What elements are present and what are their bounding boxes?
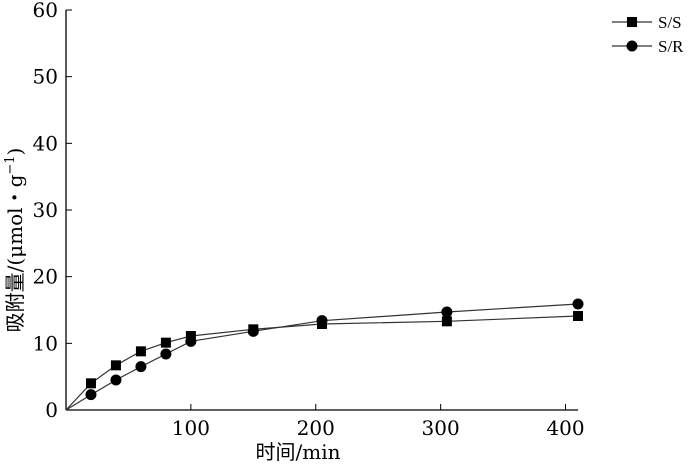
y-tick-label: 0 [45,398,58,422]
series-S/R [65,298,584,411]
data-point [160,348,172,360]
y-tick-label: 40 [33,131,58,155]
y-tick-label: 20 [33,265,58,289]
legend-label: S/S [658,13,682,32]
series-line [65,315,579,411]
y-tick-label: 50 [33,65,58,89]
data-point [135,346,146,357]
data-point [110,374,122,386]
y-axis-title: 吸附量/(μmol・g−1) [3,148,27,333]
ticks: 0 10 20 30 40 50 60 100 200 300 400 [33,0,585,440]
data-point [441,306,453,318]
series-line [65,303,579,411]
data-point [247,325,259,337]
y-axis-title-main: 吸附量/(μmol・g [3,174,27,332]
series-S/S [65,311,583,411]
data-point [185,335,197,347]
x-tick-label: 300 [422,416,460,440]
x-tick-label: 100 [172,416,210,440]
y-tick-label: 60 [33,0,58,22]
legend-marker [627,17,637,27]
legend-label: S/R [658,37,684,56]
data-point [441,316,452,327]
data-point [85,378,96,389]
data-point [316,315,328,327]
legend-item: S/R [612,37,684,56]
series-layer [65,298,584,411]
y-axis-title-superscript: −1 [3,155,18,174]
data-point [572,298,584,310]
data-point [110,360,121,371]
data-point [573,311,583,321]
y-tick-label: 30 [33,198,58,222]
data-point [85,389,97,401]
legend: S/S S/R [612,13,684,56]
y-tick-label: 10 [33,331,58,355]
x-tick-label: 200 [297,416,335,440]
data-point [135,361,147,373]
y-axis-title-end: ) [3,148,27,156]
x-axis-title: 时间/min [256,440,341,464]
x-tick-label: 400 [546,416,584,440]
legend-marker [626,40,638,52]
data-point [160,337,171,348]
legend-item: S/S [612,13,682,32]
